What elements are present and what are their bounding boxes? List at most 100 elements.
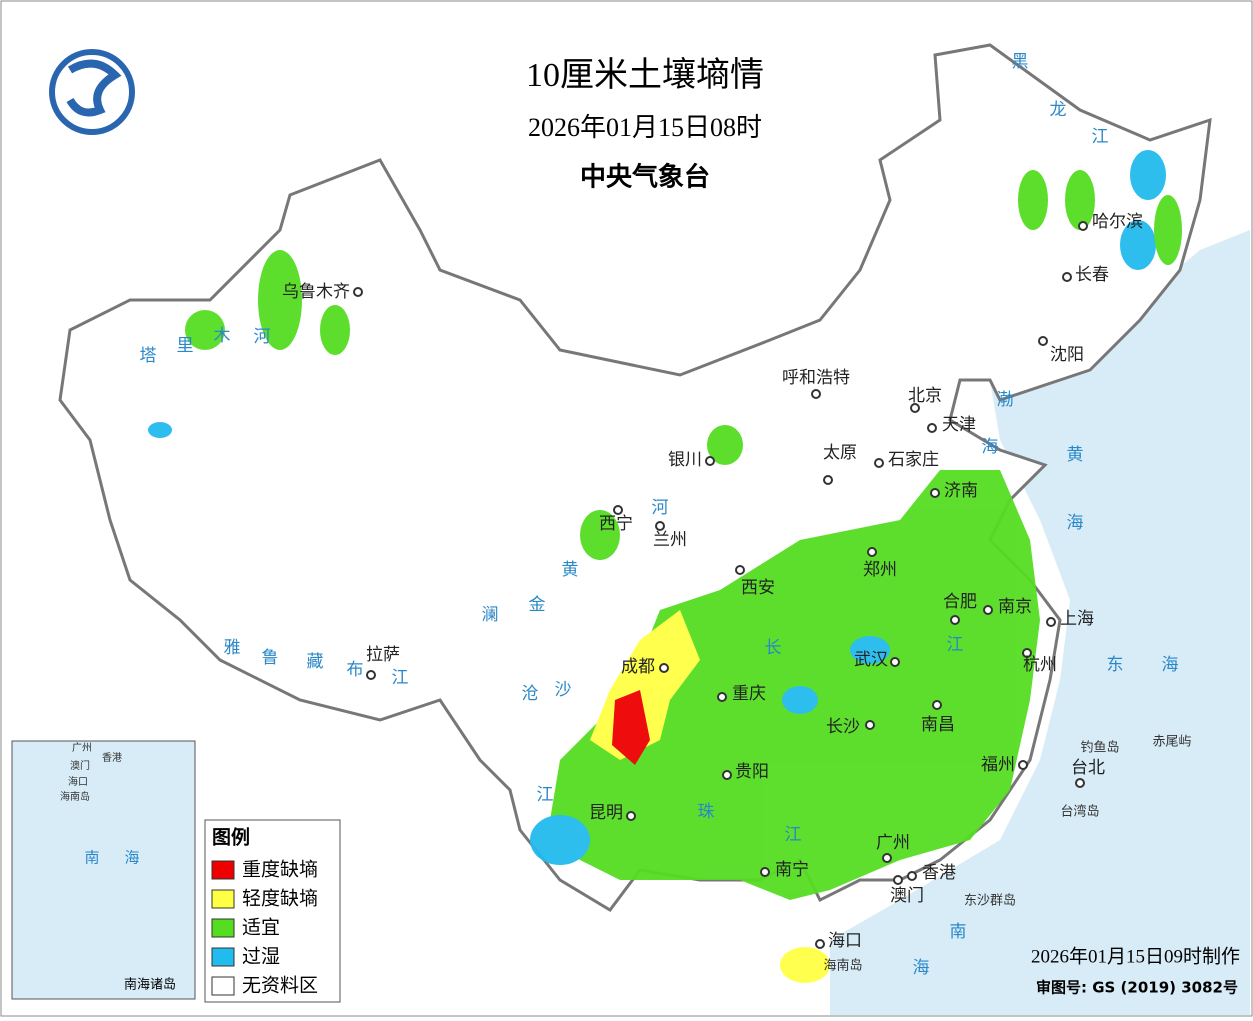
city-label: 沈阳 (1050, 345, 1084, 365)
city-marker (655, 521, 665, 531)
city-label: 武汉 (854, 650, 888, 670)
water-label: 江 (947, 635, 964, 655)
inset-label: 海 (124, 849, 139, 867)
water-label: 渤 (997, 390, 1014, 410)
water-label: 河 (652, 498, 669, 518)
water-label: 江 (785, 825, 802, 845)
inset-frame (11, 740, 196, 1000)
water-label: 藏 (307, 652, 324, 672)
legend-label: 轻度缺墒 (242, 888, 318, 910)
water-label: 长 (765, 638, 782, 658)
area-light-drought (780, 947, 830, 983)
city-label: 昆明 (589, 803, 623, 823)
title: 10厘米土壤墒情 (526, 56, 764, 94)
area-suitable (320, 305, 350, 355)
water-label: 黄 (562, 560, 579, 580)
water-label: 雅 (224, 638, 241, 658)
city-marker (950, 615, 960, 625)
city-marker (983, 605, 993, 615)
water-label: 江 (392, 668, 409, 688)
city-label: 广州 (876, 833, 910, 853)
water-label: 海 (1162, 655, 1179, 675)
water-label: 海 (913, 958, 930, 978)
legend-swatch (211, 976, 235, 996)
city-marker (1018, 760, 1028, 770)
city-marker (1062, 272, 1072, 282)
water-label: 里 (177, 336, 194, 356)
city-marker (353, 287, 363, 297)
area-suitable (1018, 170, 1048, 230)
city-label: 银川 (668, 450, 702, 470)
water-label: 河 (254, 327, 271, 347)
area-suitable (258, 250, 302, 350)
city-label: 澳门 (890, 886, 924, 906)
city-marker (760, 867, 770, 877)
legend-title: 图例 (212, 826, 250, 849)
logo (49, 49, 135, 135)
city-label: 南宁 (775, 860, 809, 880)
city-label: 北京 (908, 386, 942, 406)
city-marker (890, 657, 900, 667)
city-marker (932, 700, 942, 710)
city-label: 杭州 (1023, 655, 1057, 675)
city-marker (366, 670, 376, 680)
date: 2026年01月15日08时 (528, 113, 762, 142)
city-label: 西安 (741, 578, 775, 598)
city-label: 兰州 (653, 530, 687, 550)
water-label: 木 (214, 326, 231, 346)
city-label: 海口 (828, 931, 862, 951)
sea (830, 230, 1250, 1015)
water-label: 龙 (1050, 100, 1067, 120)
inset-label: 海南岛 (60, 790, 90, 803)
city-label: 福州 (981, 755, 1015, 775)
city-marker (930, 488, 940, 498)
legend-label: 无资料区 (242, 975, 318, 997)
city-label: 天津 (942, 415, 976, 435)
made-time: 2026年01月15日09时制作 (1031, 945, 1240, 967)
city-label: 重庆 (732, 684, 766, 704)
city-marker (626, 811, 636, 821)
city-marker (1022, 648, 1032, 658)
water-label: 澜 (482, 605, 499, 625)
legend-swatch (211, 860, 235, 880)
city-label: 台北 (1071, 758, 1105, 778)
city-label: 香港 (922, 863, 956, 883)
city-label: 长沙 (826, 717, 860, 737)
inset-label: 南 (84, 849, 99, 867)
water-label: 鲁 (262, 648, 279, 668)
water-label: 江 (1092, 127, 1109, 147)
city-label: 南昌 (921, 715, 955, 735)
city-marker (735, 565, 745, 575)
city-marker (1046, 617, 1056, 627)
city-label: 太原 (823, 443, 857, 463)
moisture-areas (148, 150, 1182, 983)
inset-label: 澳门 (70, 759, 90, 772)
inset-title: 南海诸岛 (124, 977, 176, 993)
area-wet (1130, 150, 1166, 200)
place-label: 台湾岛 (1060, 804, 1099, 820)
city-marker (893, 875, 903, 885)
legend-label: 适宜 (242, 917, 280, 939)
city-marker (659, 663, 669, 673)
water-label: 海 (1067, 513, 1084, 533)
water-label: 海 (982, 437, 999, 457)
legend-label: 重度缺墒 (242, 859, 318, 881)
city-label: 西宁 (599, 514, 633, 534)
legend-frame (204, 819, 341, 1003)
inset-label: 海口 (68, 775, 88, 788)
city-marker (722, 770, 732, 780)
water-label: 沧 (522, 684, 539, 704)
city-label: 贵阳 (735, 762, 769, 782)
area-wet (782, 686, 818, 714)
approval: 审图号: GS (2019) 3082号 (1036, 979, 1238, 997)
city-marker (811, 389, 821, 399)
city-label: 济南 (944, 481, 978, 501)
city-label: 石家庄 (888, 450, 939, 470)
place-label: 赤尾屿 (1152, 735, 1191, 750)
water-label: 江 (537, 785, 554, 805)
city-label: 长春 (1075, 265, 1109, 285)
city-label: 郑州 (863, 560, 897, 580)
water-label: 东 (1107, 655, 1124, 675)
city-label: 乌鲁木齐 (282, 282, 350, 302)
